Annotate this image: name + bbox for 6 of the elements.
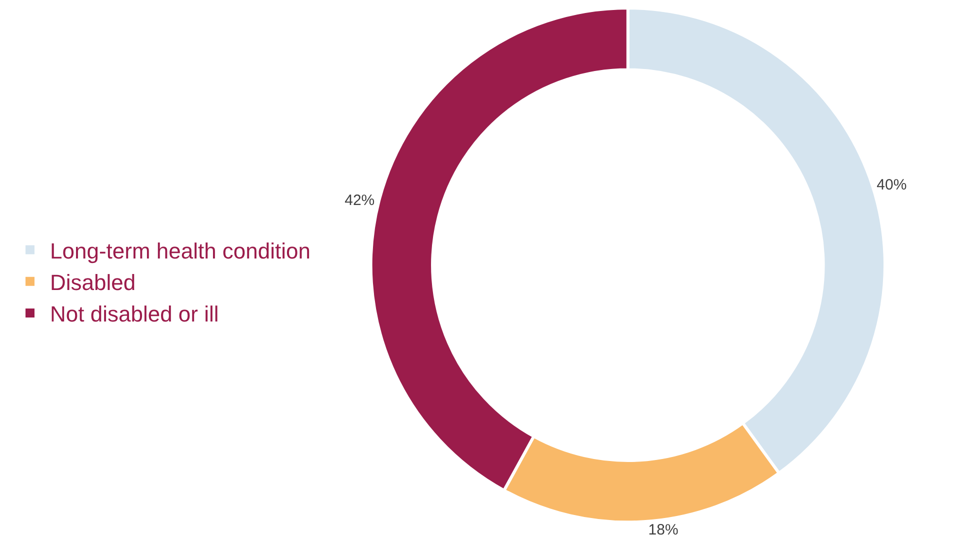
data-label: 42%	[344, 192, 375, 210]
data-label: 40%	[876, 176, 907, 194]
data-label: 18%	[648, 522, 678, 539]
legend-label: Long-term health condition	[50, 238, 310, 264]
legend-label: Disabled	[50, 270, 136, 295]
legend-label: Not disabled or ill	[50, 302, 219, 327]
